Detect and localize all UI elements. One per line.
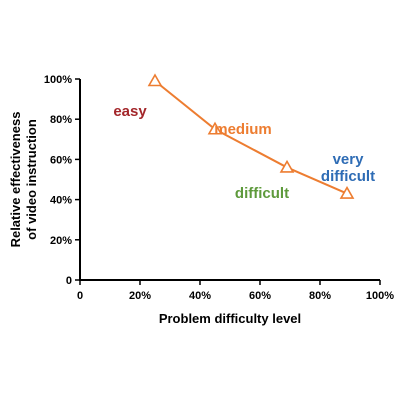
y-tick-label: 60% [50,154,72,166]
x-tick-label: 100% [366,290,394,302]
annotation-label: difficult [235,185,289,202]
x-tick-label: 0 [77,290,83,302]
annotations: easy medium difficult very difficult [113,103,375,202]
y-tick-label: 0 [66,275,72,287]
series [147,73,355,199]
y-axis-label: Relative effectivenessof video instructi… [8,112,39,248]
data-point [279,159,295,173]
x-tick-label: 60% [249,290,271,302]
ticks: 0 20% 40% 60% 80% 100% 0 20% 40% 60% 80% 100% [44,74,394,302]
series-line [154,80,348,195]
x-tick-label: 80% [309,290,331,302]
y-tick-label: 40% [50,195,72,207]
annotation-label: medium [214,121,272,138]
x-axis-label: Problem difficulty level [159,311,301,326]
axes [79,79,380,281]
data-point [339,185,355,199]
y-tick-label: 100% [44,74,72,86]
x-tick-label: 20% [129,290,151,302]
x-tick-label: 40% [189,290,211,302]
annotation-label: very difficult [321,151,375,185]
y-tick-label: 80% [50,114,72,126]
y-tick-label: 20% [50,235,72,247]
annotation-label: easy [113,103,147,120]
data-point [207,121,223,135]
data-point [147,73,163,87]
